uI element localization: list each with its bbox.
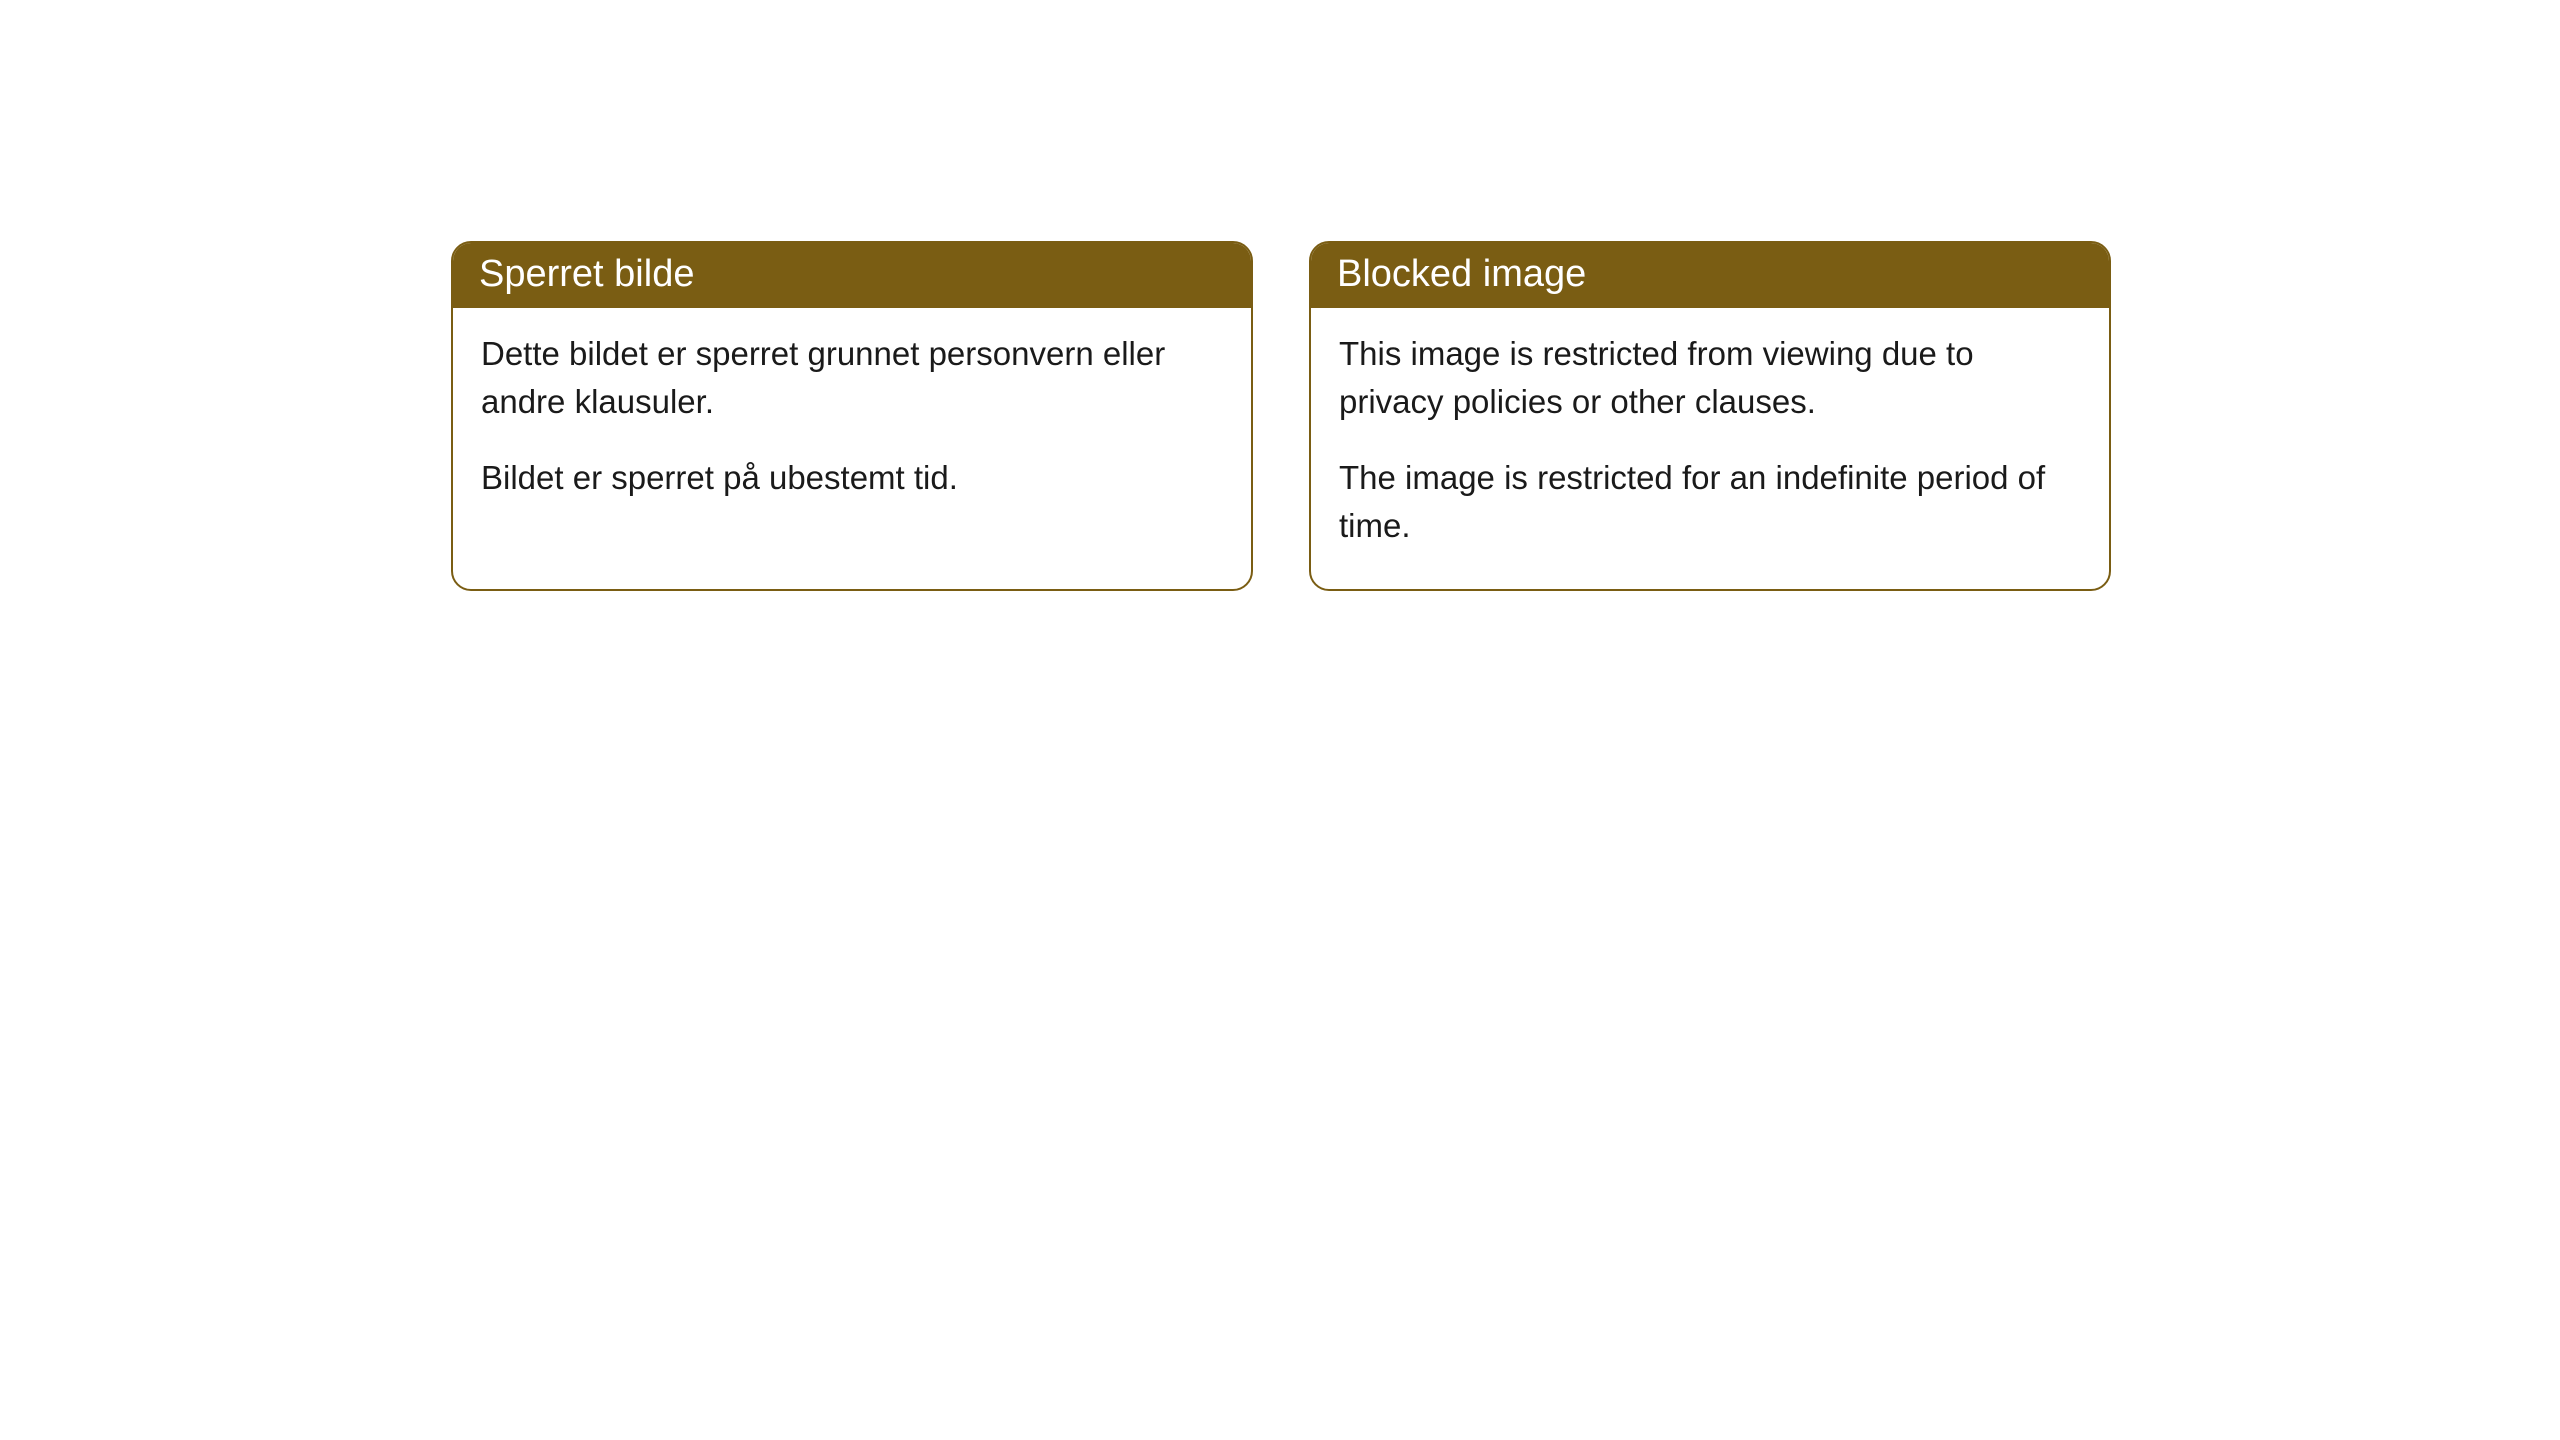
notice-paragraph-1-english: This image is restricted from viewing du… [1339,330,2081,426]
notice-container: Sperret bilde Dette bildet er sperret gr… [0,0,2560,591]
notice-body-english: This image is restricted from viewing du… [1311,308,2109,589]
notice-paragraph-1-norwegian: Dette bildet er sperret grunnet personve… [481,330,1223,426]
notice-card-english: Blocked image This image is restricted f… [1309,241,2111,591]
notice-paragraph-2-norwegian: Bildet er sperret på ubestemt tid. [481,454,1223,502]
notice-title-english: Blocked image [1311,243,2109,308]
notice-body-norwegian: Dette bildet er sperret grunnet personve… [453,308,1251,542]
notice-paragraph-2-english: The image is restricted for an indefinit… [1339,454,2081,550]
notice-card-norwegian: Sperret bilde Dette bildet er sperret gr… [451,241,1253,591]
notice-title-norwegian: Sperret bilde [453,243,1251,308]
